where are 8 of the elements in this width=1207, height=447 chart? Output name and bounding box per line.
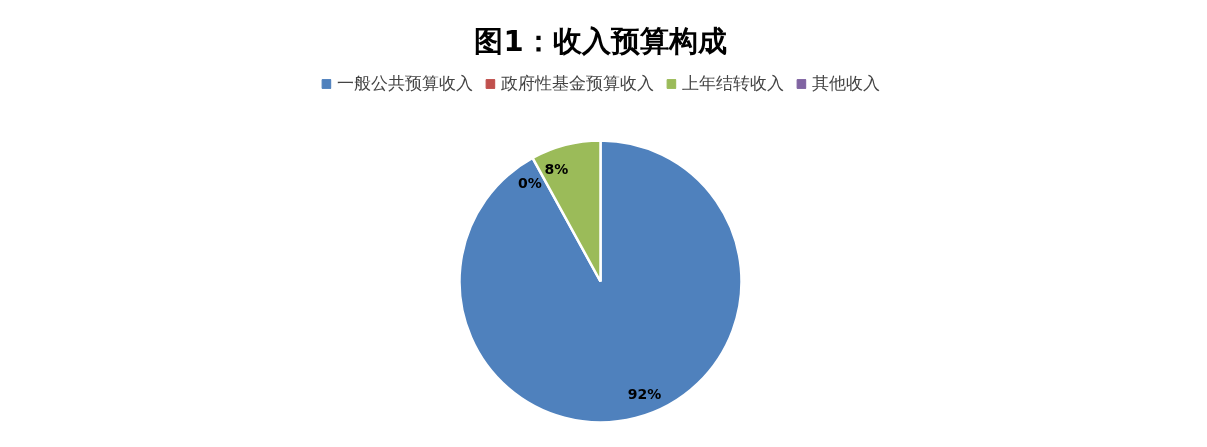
legend-label: 上年结转收入 bbox=[681, 72, 784, 95]
text: 0% bbox=[517, 175, 542, 191]
legend-label: 一般公共预算收入 bbox=[336, 72, 473, 95]
legend-label: 其他收入 bbox=[811, 72, 880, 95]
legend-label: 政府性基金预算收入 bbox=[500, 72, 654, 95]
data-label: 92% bbox=[627, 386, 662, 403]
data-label: 8% bbox=[544, 160, 569, 177]
chart-title: 图1：收入预算构成 bbox=[474, 23, 727, 58]
